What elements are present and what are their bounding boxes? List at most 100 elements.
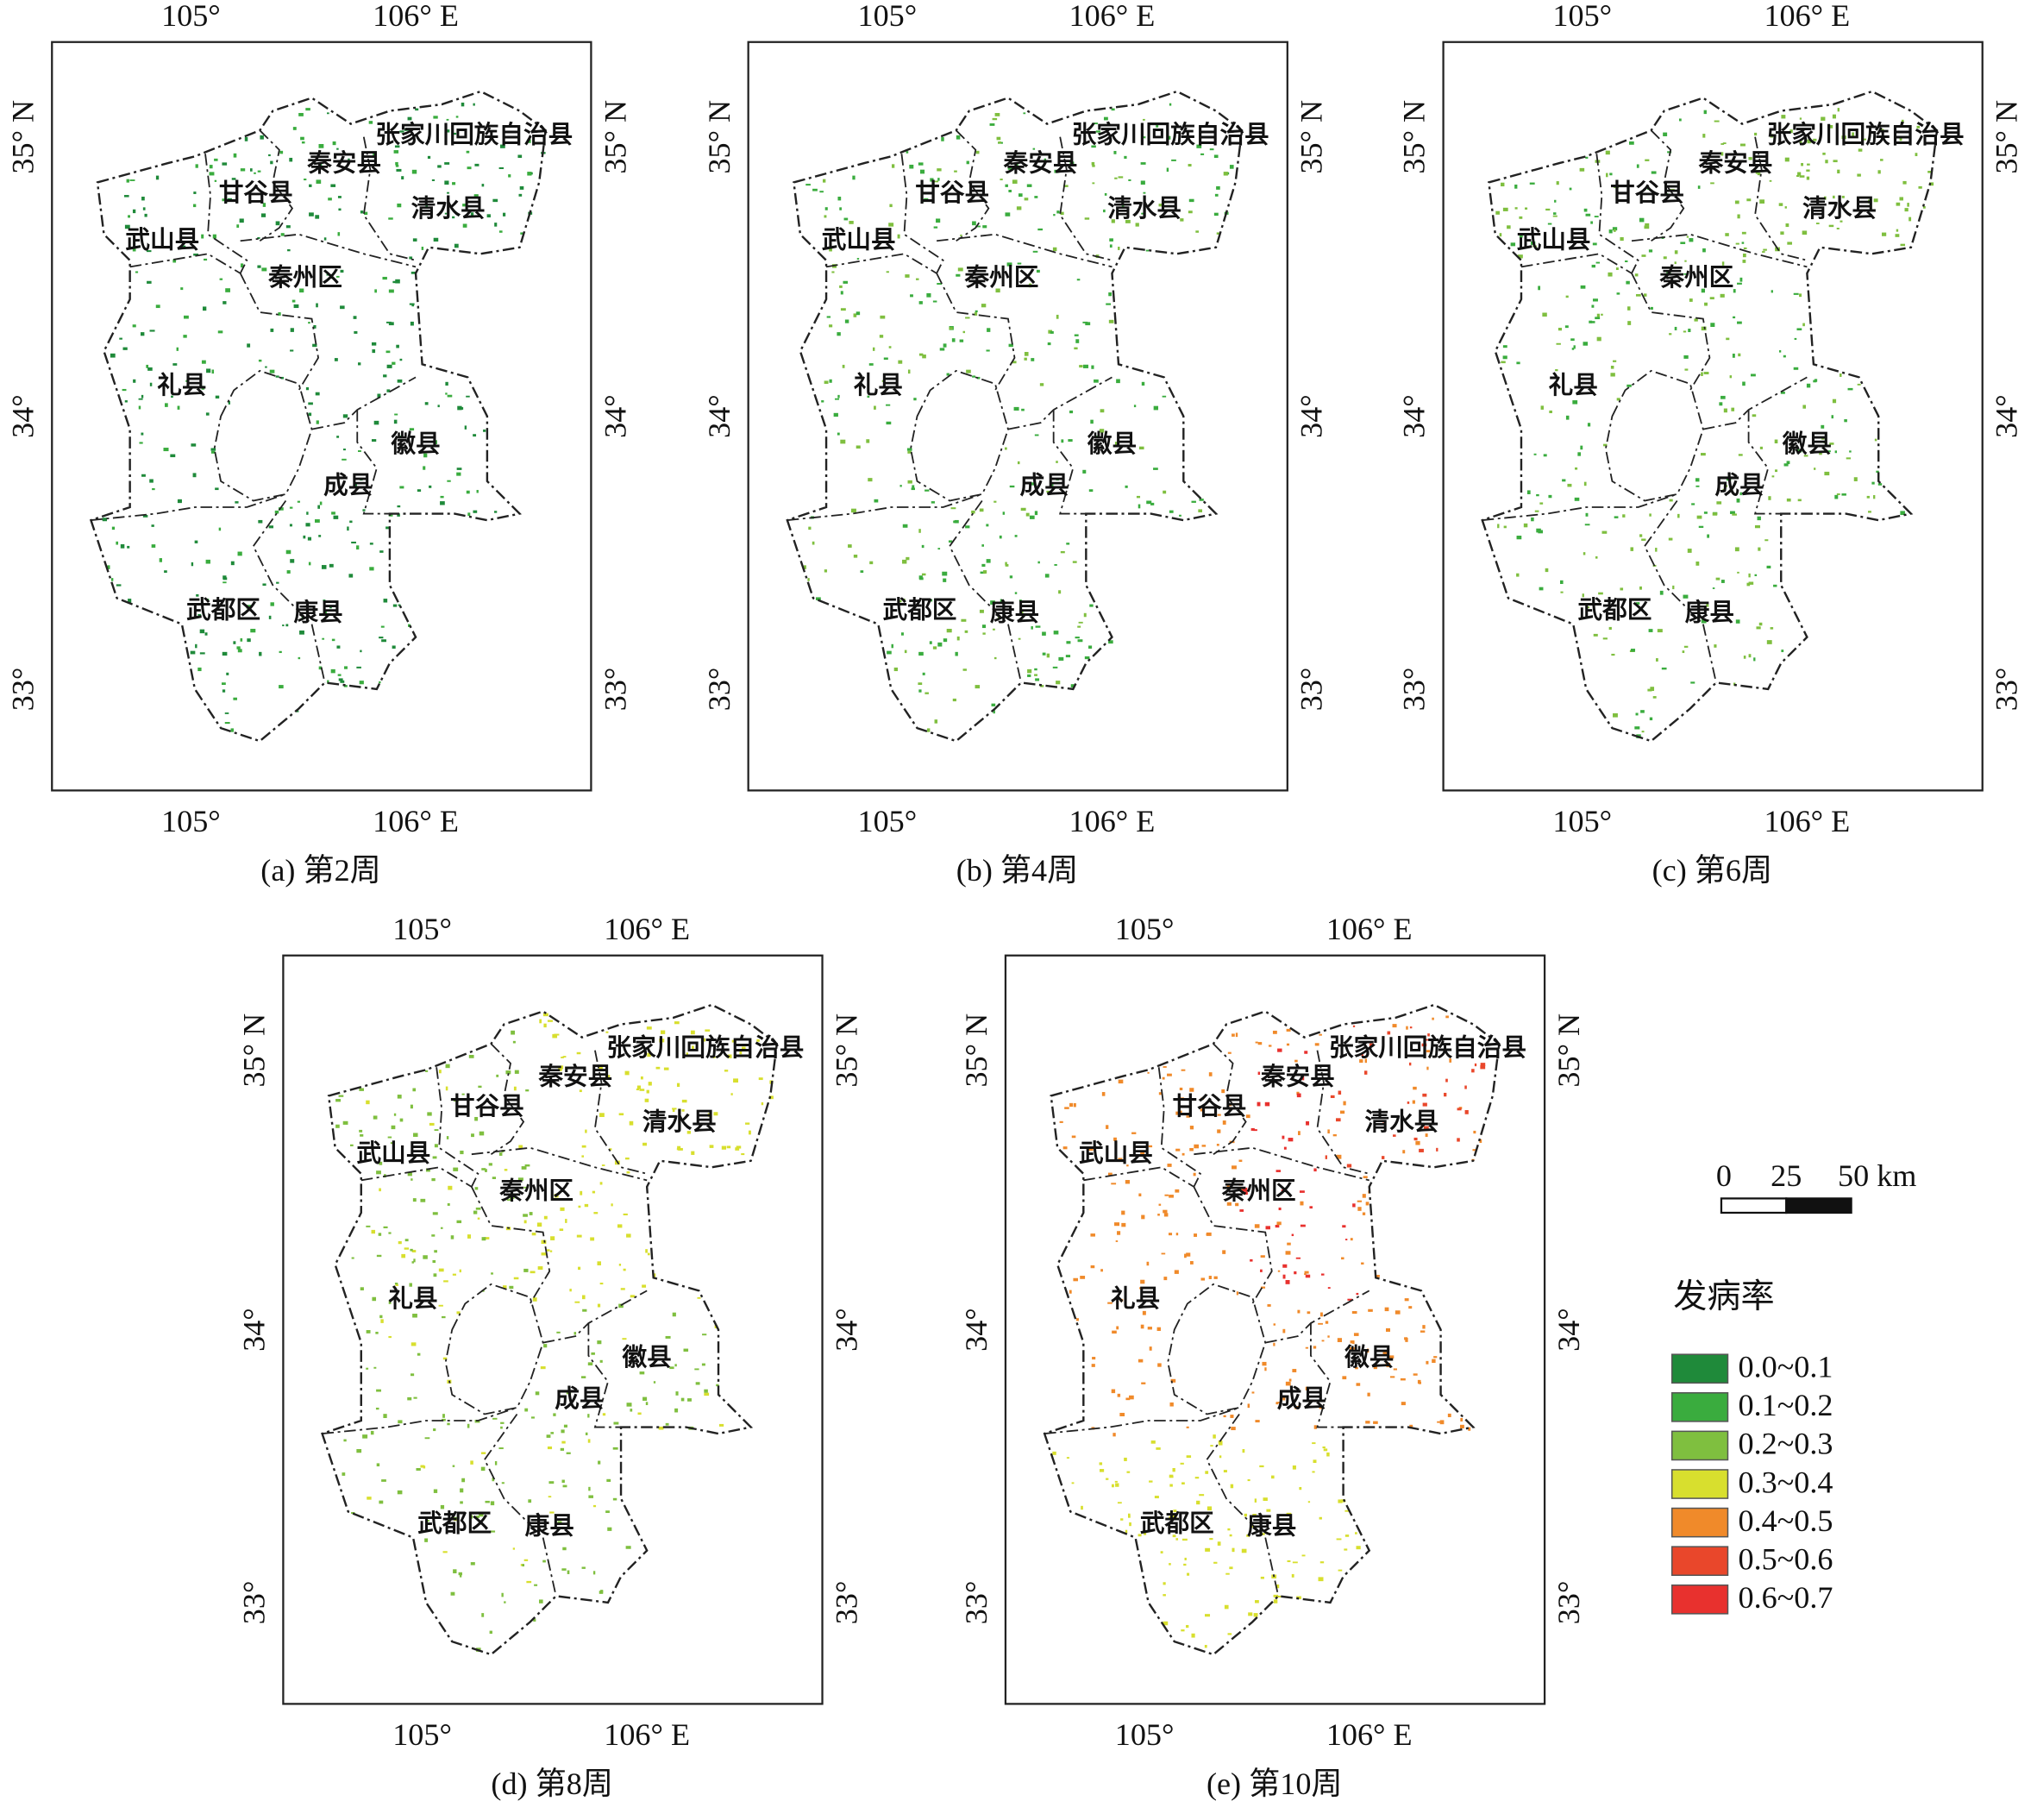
incidence-speckle [1219, 1455, 1222, 1459]
incidence-speckle [1560, 580, 1564, 585]
incidence-speckle [1389, 1376, 1395, 1378]
incidence-speckle [358, 362, 361, 366]
incidence-speckle [394, 413, 398, 416]
incidence-speckle [219, 278, 223, 280]
incidence-speckle [1286, 1043, 1290, 1046]
incidence-speckle [1748, 573, 1751, 578]
incidence-speckle [1285, 1280, 1290, 1284]
incidence-speckle [819, 191, 824, 193]
incidence-speckle [1802, 405, 1807, 409]
incidence-speckle [504, 1169, 508, 1171]
incidence-speckle [1118, 246, 1120, 250]
incidence-speckle [349, 1144, 354, 1146]
incidence-speckle [1168, 135, 1171, 140]
incidence-speckle [1587, 423, 1591, 427]
incidence-speckle [192, 473, 197, 478]
incidence-speckle [1262, 1361, 1267, 1366]
incidence-speckle [1318, 1322, 1323, 1325]
incidence-speckle [1361, 1054, 1363, 1057]
incidence-speckle [590, 1237, 595, 1241]
incidence-speckle [1191, 500, 1196, 503]
incidence-speckle [1902, 180, 1907, 185]
incidence-speckle [1591, 321, 1595, 323]
incidence-speckle [1825, 160, 1828, 164]
incidence-speckle [1742, 381, 1746, 386]
incidence-speckle [1140, 1324, 1144, 1329]
incidence-speckle [1077, 625, 1081, 628]
incidence-speckle [549, 1511, 555, 1514]
incidence-speckle [1091, 365, 1094, 369]
incidence-speckle [1661, 667, 1667, 670]
incidence-speckle [388, 1335, 392, 1339]
incidence-speckle [1037, 561, 1040, 564]
incidence-speckle [705, 1029, 711, 1032]
incidence-speckle [466, 490, 470, 494]
incidence-speckle [548, 1481, 555, 1484]
county-label: 清水县 [1107, 195, 1181, 223]
incidence-speckle [868, 478, 873, 482]
incidence-speckle [1655, 548, 1658, 552]
incidence-speckle [1281, 1189, 1285, 1191]
incidence-speckle [319, 163, 323, 168]
incidence-speckle [1229, 1566, 1233, 1570]
incidence-speckle [1327, 1335, 1330, 1338]
incidence-speckle [548, 1496, 552, 1498]
incidence-speckle [298, 112, 304, 116]
incidence-speckle [922, 672, 925, 675]
region-boundary [1481, 90, 1939, 743]
incidence-speckle [1018, 599, 1022, 602]
incidence-speckle [1895, 234, 1900, 237]
county-boundary [322, 1407, 517, 1434]
incidence-speckle [860, 570, 864, 573]
lat-tick-label: 34° [829, 1308, 863, 1352]
incidence-speckle [942, 571, 948, 576]
incidence-speckle [547, 1446, 553, 1450]
incidence-speckle [922, 355, 926, 359]
incidence-speckle [888, 223, 894, 227]
incidence-speckle [409, 1283, 412, 1287]
county-boundary [936, 233, 1113, 268]
incidence-speckle [362, 1434, 368, 1439]
incidence-speckle [981, 624, 987, 629]
incidence-speckle [975, 685, 981, 689]
incidence-speckle [1121, 1210, 1125, 1215]
incidence-speckle [1721, 261, 1725, 266]
county-label: 武都区 [1140, 1510, 1214, 1538]
incidence-speckle [1117, 1502, 1122, 1504]
incidence-speckle [336, 436, 340, 438]
incidence-speckle [1785, 223, 1789, 228]
incidence-speckle [1264, 1367, 1267, 1371]
incidence-speckle [1707, 534, 1710, 538]
incidence-speckle [289, 524, 292, 527]
incidence-speckle [1799, 141, 1802, 143]
incidence-speckle [1213, 1561, 1218, 1564]
incidence-speckle [424, 1437, 430, 1440]
incidence-speckle [1162, 395, 1167, 398]
incidence-speckle [1405, 1338, 1408, 1342]
incidence-speckle [606, 1478, 611, 1482]
incidence-speckle [376, 1389, 381, 1392]
incidence-speckle [1730, 511, 1735, 514]
incidence-speckle [676, 1148, 681, 1151]
incidence-speckle [655, 1066, 661, 1070]
incidence-speckle [1196, 1500, 1200, 1505]
county-label: 礼县 [388, 1285, 437, 1313]
panel-caption: (b) 第4周 [956, 853, 1079, 888]
incidence-speckle [1373, 1421, 1378, 1424]
incidence-speckle [959, 339, 964, 342]
incidence-speckle [943, 578, 947, 582]
incidence-speckle [247, 638, 251, 643]
incidence-speckle [240, 263, 244, 268]
incidence-speckle [1868, 511, 1871, 513]
incidence-speckle [318, 535, 322, 537]
incidence-speckle [1186, 1624, 1189, 1629]
incidence-speckle [1124, 155, 1127, 159]
incidence-speckle [1186, 1455, 1192, 1459]
county-label: 成县 [323, 472, 373, 499]
incidence-speckle [420, 1465, 424, 1468]
incidence-speckle [1112, 1484, 1114, 1488]
incidence-speckle [1027, 674, 1031, 677]
incidence-speckle [659, 1039, 665, 1043]
incidence-speckle [146, 364, 149, 368]
incidence-speckle [1929, 182, 1934, 186]
